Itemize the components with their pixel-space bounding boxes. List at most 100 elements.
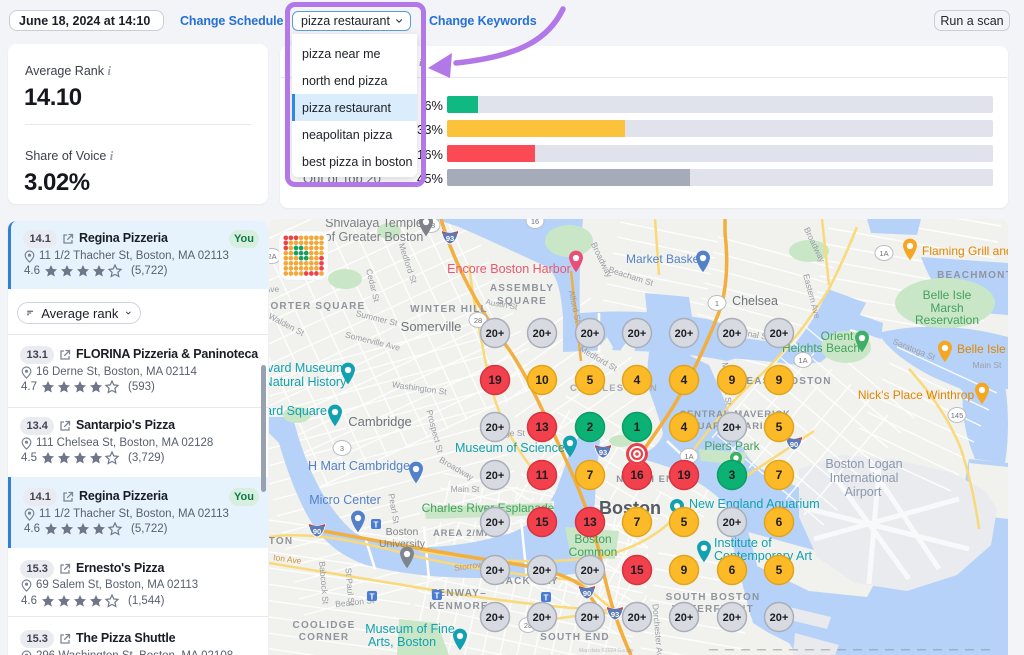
svg-text:ard Square: ard Square — [269, 404, 327, 418]
svg-text:Beacon St: Beacon St — [335, 595, 376, 609]
svg-text:COOLIDGE: COOLIDGE — [293, 620, 356, 631]
svg-text:7: 7 — [587, 468, 594, 482]
svg-text:T: T — [544, 594, 549, 603]
svg-text:Reservation: Reservation — [915, 313, 979, 327]
svg-text:20+: 20+ — [581, 612, 600, 624]
svg-text:6: 6 — [776, 515, 783, 529]
svg-text:13: 13 — [583, 515, 597, 529]
svg-text:2: 2 — [587, 420, 594, 434]
svg-text:T: T — [370, 593, 375, 602]
svg-text:of Greater Boston: of Greater Boston — [325, 230, 424, 244]
svg-text:WATERFRONT: WATERFRONT — [672, 604, 754, 615]
svg-text:20+: 20+ — [533, 565, 552, 577]
svg-text:BACK BAY: BACK BAY — [497, 576, 558, 587]
svg-text:20+: 20+ — [723, 422, 742, 434]
svg-text:International: International — [830, 471, 899, 485]
svg-text:New England Aquarium: New England Aquarium — [689, 497, 820, 511]
svg-text:Nick's Place Winthrop: Nick's Place Winthrop — [858, 388, 975, 402]
svg-text:19: 19 — [677, 468, 691, 482]
svg-text:ge St: ge St — [505, 428, 525, 438]
svg-text:5: 5 — [776, 420, 783, 434]
svg-text:TON: TON — [269, 536, 293, 547]
svg-text:Cambridge: Cambridge — [348, 414, 412, 429]
svg-text:20+: 20+ — [533, 328, 552, 340]
svg-text:1A: 1A — [879, 249, 888, 258]
svg-text:Boston Logan: Boston Logan — [825, 457, 902, 471]
svg-text:3: 3 — [729, 468, 736, 482]
svg-text:3: 3 — [340, 444, 344, 453]
svg-text:1: 1 — [715, 299, 719, 308]
svg-text:Museum of Science: Museum of Science — [455, 441, 565, 455]
svg-text:Dorchester Ave: Dorchester Ave — [650, 603, 665, 655]
svg-text:20+: 20+ — [723, 328, 742, 340]
svg-text:Market Basket: Market Basket — [626, 252, 703, 266]
svg-text:Boston: Boston — [386, 526, 419, 538]
svg-text:1A: 1A — [684, 452, 693, 461]
svg-text:Charles River Esplanade: Charles River Esplanade — [422, 501, 555, 515]
svg-text:20+: 20+ — [486, 612, 505, 624]
svg-text:ton Ave: ton Ave — [273, 552, 303, 566]
svg-text:Ave: Ave — [269, 284, 280, 294]
svg-text:T: T — [374, 521, 379, 530]
svg-text:20+: 20+ — [723, 612, 742, 624]
svg-text:Orient: Orient — [821, 329, 854, 343]
svg-text:Micro Center: Micro Center — [309, 493, 381, 507]
svg-text:5: 5 — [681, 515, 688, 529]
svg-text:16: 16 — [630, 468, 644, 482]
svg-text:Belle Isle S: Belle Isle S — [957, 342, 1008, 356]
svg-text:1: 1 — [634, 420, 641, 434]
svg-text:15: 15 — [535, 515, 549, 529]
svg-text:13: 13 — [535, 420, 549, 434]
svg-text:Somerville: Somerville — [401, 319, 462, 334]
svg-text:93: 93 — [611, 610, 619, 619]
svg-text:Institute of: Institute of — [714, 536, 772, 550]
svg-text:Museum of Fine: Museum of Fine — [365, 622, 455, 636]
svg-text:145: 145 — [951, 411, 964, 420]
svg-text:28: 28 — [524, 621, 532, 630]
svg-text:Storrow: Storrow — [453, 559, 484, 573]
svg-text:93: 93 — [599, 448, 607, 457]
svg-text:Arts, Boston: Arts, Boston — [368, 635, 436, 649]
svg-text:WINTER HILL: WINTER HILL — [410, 304, 488, 315]
svg-text:Shivalaya Temple: Shivalaya Temple — [325, 219, 423, 230]
svg-text:93: 93 — [446, 234, 454, 243]
svg-text:Encore Boston Harbor: Encore Boston Harbor — [447, 262, 571, 276]
svg-text:20+: 20+ — [675, 328, 694, 340]
svg-text:20+: 20+ — [723, 517, 742, 529]
svg-text:4: 4 — [681, 420, 688, 434]
svg-text:SQUARE: SQUARE — [497, 296, 547, 307]
svg-text:4: 4 — [634, 373, 641, 387]
svg-text:19: 19 — [488, 373, 502, 387]
svg-text:Main St: Main St — [451, 484, 480, 494]
svg-text:Flaming Grill and: Flaming Grill and — [922, 244, 1008, 258]
svg-text:SOUTH BOSTON: SOUTH BOSTON — [666, 592, 761, 603]
svg-text:SOUTH END: SOUTH END — [540, 632, 610, 643]
svg-text:6: 6 — [729, 563, 736, 577]
svg-text:KENMORE: KENMORE — [429, 601, 489, 612]
svg-text:Map data ©2024 Google: Map data ©2024 Google — [579, 647, 634, 654]
svg-text:St Paul St: St Paul St — [343, 567, 356, 606]
svg-text:90: 90 — [583, 589, 591, 598]
svg-text:ASSEMBLY: ASSEMBLY — [490, 283, 554, 294]
svg-text:20+: 20+ — [675, 612, 694, 624]
svg-text:9: 9 — [729, 373, 736, 387]
svg-text:Babcock St: Babcock St — [317, 561, 331, 605]
svg-text:Belle Isle: Belle Isle — [923, 288, 972, 302]
svg-text:20+: 20+ — [770, 328, 789, 340]
svg-text:11: 11 — [536, 468, 549, 482]
svg-text:90: 90 — [790, 440, 798, 449]
svg-text:20+: 20+ — [533, 612, 552, 624]
svg-text:5: 5 — [776, 563, 783, 577]
svg-text:20+: 20+ — [770, 612, 789, 624]
svg-text:Heights Beach: Heights Beach — [782, 341, 860, 355]
svg-text:90: 90 — [313, 527, 321, 536]
svg-text:20+: 20+ — [628, 612, 647, 624]
svg-text:vard Museum: vard Museum — [269, 361, 343, 375]
svg-text:7: 7 — [634, 515, 641, 529]
svg-text:16: 16 — [531, 219, 539, 226]
svg-text:10: 10 — [535, 373, 549, 387]
svg-text:20+: 20+ — [581, 328, 600, 340]
svg-text:University: University — [379, 538, 426, 550]
svg-text:FENWAY–: FENWAY– — [431, 588, 487, 599]
svg-text:7: 7 — [776, 468, 783, 482]
